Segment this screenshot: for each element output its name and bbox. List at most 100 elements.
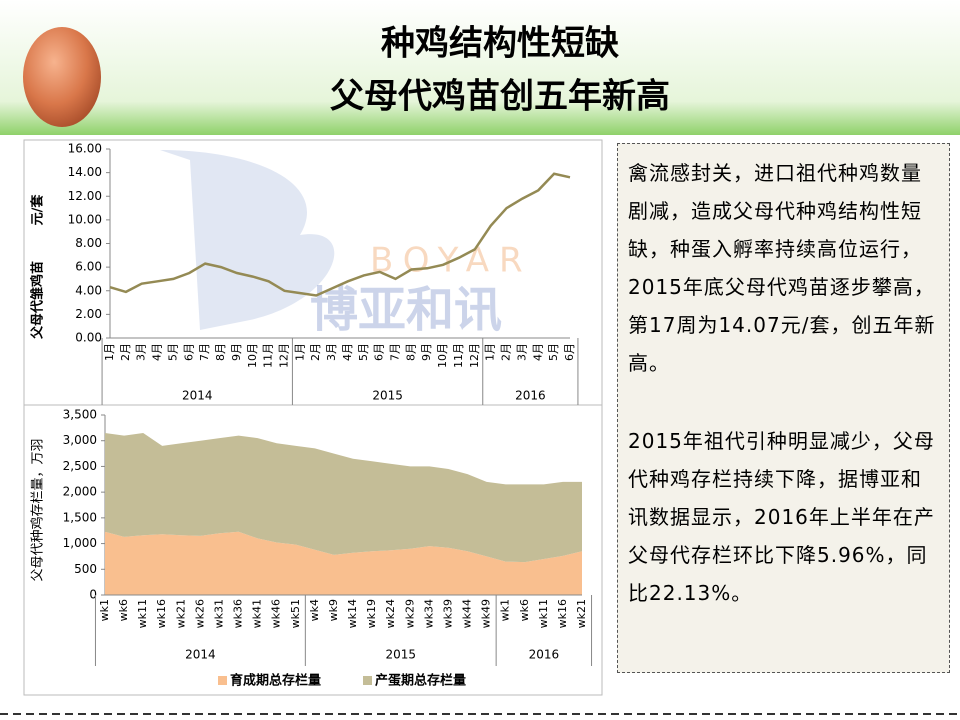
x-tick-label: wk9 (327, 599, 340, 621)
x-tick-label: wk14 (346, 599, 359, 628)
x-tick-label: wk41 (251, 599, 264, 628)
x-tick-label: wk49 (480, 599, 493, 628)
x-tick-label: 7月 (198, 343, 211, 361)
y-tick-label: 10.00 (68, 212, 102, 226)
x-tick-label: 1月 (484, 343, 497, 361)
x-tick-label: 3月 (135, 343, 148, 361)
x-tick-label: 8月 (404, 343, 417, 361)
x-tick-label: 5月 (357, 343, 370, 361)
legend-label: 产蛋期总存栏量 (375, 673, 466, 689)
x-tick-label: wk39 (441, 599, 454, 628)
x-tick-label: 4月 (341, 343, 354, 361)
y-tick-label: 3,500 (63, 408, 97, 422)
x-group-label: 2016 (515, 389, 546, 403)
line-series (109, 172, 571, 297)
paragraph: 2015年祖代引种明显减少，父母代种鸡存栏持续下降，据博亚和讯数据显示，2016… (628, 429, 935, 605)
legend-label: 育成期总存栏量 (230, 673, 321, 689)
logo-shape (160, 150, 335, 330)
area-series (105, 531, 582, 595)
paragraph: 禽流感封关，进口祖代种鸡数量剧减，造成父母代种鸡结构性短缺，种蛋入孵率持续高位运… (628, 161, 936, 375)
x-tick-label: wk36 (232, 599, 245, 628)
egg-icon (23, 27, 101, 127)
x-tick-label: 10月 (436, 343, 449, 368)
x-tick-label: wk1 (98, 599, 111, 621)
y-tick-label: 3,000 (63, 433, 97, 447)
area-series (105, 433, 582, 563)
y-tick-label: 16.00 (68, 142, 102, 156)
x-tick-label: 4月 (151, 343, 164, 361)
x-tick-label: wk51 (289, 599, 302, 628)
x-tick-label: 9月 (420, 343, 433, 361)
x-tick-label: wk44 (461, 599, 474, 628)
x-tick-label: wk4 (308, 599, 321, 621)
x-tick-label: wk26 (193, 599, 206, 628)
y-tick-label: 6.00 (75, 260, 102, 274)
x-tick-label: 12月 (468, 343, 481, 368)
y-tick-label: 8.00 (75, 236, 102, 250)
x-tick-label: 11月 (452, 343, 465, 368)
x-tick-label: wk31 (212, 599, 225, 628)
x-tick-label: 2月 (119, 343, 132, 361)
x-tick-label: wk11 (537, 599, 550, 628)
x-tick-label: 3月 (515, 343, 528, 361)
x-tick-label: 5月 (166, 343, 179, 361)
x-tick-label: wk16 (556, 599, 569, 628)
x-tick-label: wk1 (499, 599, 512, 621)
x-tick-label: 2月 (309, 343, 322, 361)
x-tick-label: wk21 (575, 599, 588, 628)
x-tick-label: wk29 (403, 599, 416, 628)
x-tick-label: 10月 (246, 343, 259, 368)
x-tick-label: wk46 (270, 599, 283, 628)
y-tick-label: 2,500 (63, 459, 97, 473)
x-tick-label: 6月 (182, 343, 195, 361)
y-tick-label: 1,000 (63, 536, 97, 550)
x-group-label: 2015 (385, 648, 416, 662)
x-tick-label: wk11 (136, 599, 149, 628)
x-tick-label: 12月 (277, 343, 290, 368)
x-tick-label: 11月 (262, 343, 275, 368)
y-tick-label: 12.00 (68, 189, 102, 203)
watermark: 博亚和讯 (310, 282, 502, 338)
x-tick-label: 8月 (214, 343, 227, 361)
x-tick-label: 3月 (325, 343, 338, 361)
x-tick-label: wk19 (365, 599, 378, 628)
y-tick-label: 2,000 (63, 485, 97, 499)
x-tick-label: 2月 (500, 343, 513, 361)
x-group-label: 2014 (182, 389, 213, 403)
watermark: BOYAR (370, 241, 533, 281)
x-group-label: 2015 (372, 389, 403, 403)
y-tick-label: 1,500 (63, 510, 97, 524)
y-tick-label: 2.00 (75, 307, 102, 321)
x-tick-label: 6月 (373, 343, 386, 361)
title-line: 种鸡结构性短缺 (381, 24, 619, 64)
x-tick-label: wk21 (174, 599, 187, 628)
x-tick-label: wk6 (518, 599, 531, 621)
x-tick-label: 7月 (389, 343, 402, 361)
y-tick-label: 0 (89, 588, 97, 602)
y-axis-label: 父母代雏鸡苗 (30, 261, 46, 340)
text-panel: 禽流感封关，进口祖代种鸡数量剧减，造成父母代种鸡结构性短缺，种蛋入孵率持续高位运… (617, 143, 950, 673)
y-tick-label: 500 (74, 562, 97, 576)
x-tick-label: 1月 (103, 343, 116, 361)
title-line: 父母代鸡苗创五年新高 (330, 77, 670, 117)
y-tick-label: 0.00 (75, 331, 102, 345)
x-tick-label: 1月 (293, 343, 306, 361)
x-group-label: 2014 (185, 648, 216, 662)
x-tick-label: wk24 (384, 599, 397, 628)
y-tick-label: 4.00 (75, 283, 102, 297)
legend-swatch (218, 676, 227, 685)
x-tick-label: 6月 (563, 343, 576, 361)
x-tick-label: wk6 (117, 599, 130, 621)
x-tick-label: 5月 (547, 343, 560, 361)
y-axis-label: 父母代种鸡存栏量，万羽 (30, 438, 46, 581)
legend-swatch (363, 676, 372, 685)
title-banner (0, 0, 960, 135)
x-tick-label: 4月 (531, 343, 544, 361)
x-tick-label: 9月 (230, 343, 243, 361)
x-tick-label: wk16 (155, 599, 168, 628)
y-axis-label: 元/套 (30, 194, 46, 226)
y-tick-label: 14.00 (68, 165, 102, 179)
x-group-label: 2016 (529, 648, 560, 662)
